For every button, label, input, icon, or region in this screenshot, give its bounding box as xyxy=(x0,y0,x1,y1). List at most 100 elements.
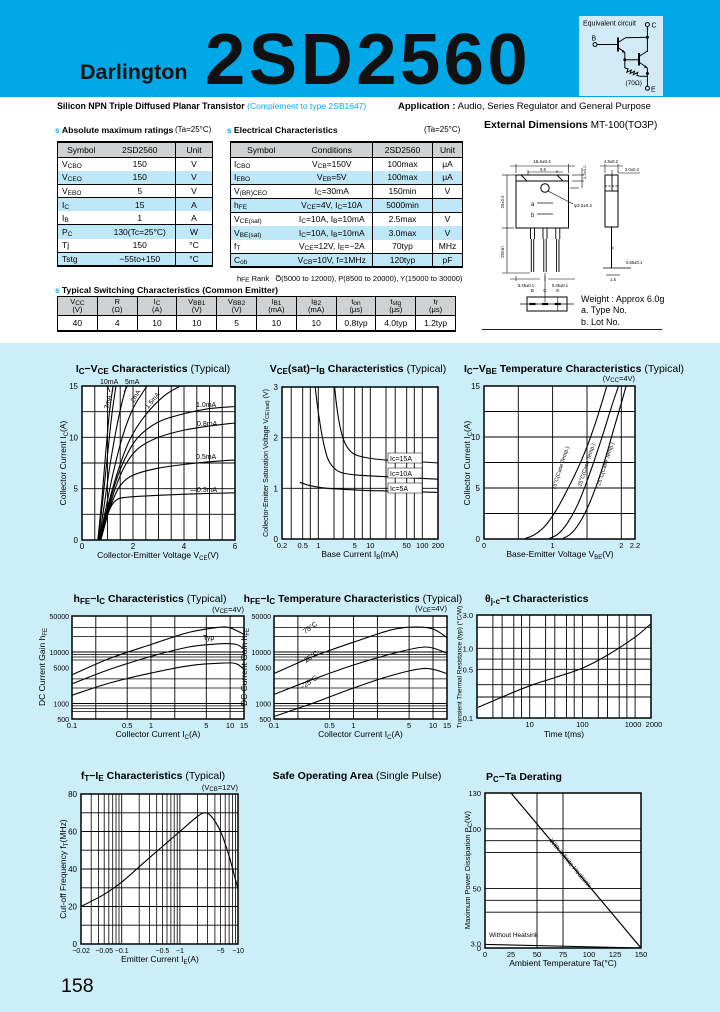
svg-text:Collector Current IC(A): Collector Current IC(A) xyxy=(58,421,70,506)
svg-text:5: 5 xyxy=(407,721,411,730)
svg-text:3.0: 3.0 xyxy=(471,939,481,948)
svg-text:Collector Current IC(A): Collector Current IC(A) xyxy=(116,729,201,741)
svg-text:5: 5 xyxy=(353,541,357,550)
svg-text:0: 0 xyxy=(73,940,78,949)
svg-text:2: 2 xyxy=(619,541,623,550)
svg-text:6: 6 xyxy=(233,542,238,551)
svg-text:0.65±0.1: 0.65±0.1 xyxy=(626,260,643,265)
svg-text:—0.3mA: —0.3mA xyxy=(190,487,218,494)
svg-text:4.8±0.2: 4.8±0.2 xyxy=(604,159,619,164)
svg-text:−5: −5 xyxy=(217,948,225,955)
svg-text:5: 5 xyxy=(74,485,79,494)
svg-text:hFE−IC Characteristics (Typica: hFE−IC Characteristics (Typical) xyxy=(74,593,227,606)
svg-text:1: 1 xyxy=(316,541,320,550)
svg-text:0.5: 0.5 xyxy=(297,541,307,550)
svg-text:−0.02: −0.02 xyxy=(72,948,90,955)
svg-text:1.0: 1.0 xyxy=(463,644,473,653)
svg-text:2: 2 xyxy=(131,542,136,551)
svg-text:100: 100 xyxy=(583,950,596,959)
svg-text:0.1: 0.1 xyxy=(67,721,77,730)
svg-text:Ambient Temperature Ta(°C): Ambient Temperature Ta(°C) xyxy=(509,958,617,968)
svg-text:Typ: Typ xyxy=(203,635,214,642)
svg-text:E: E xyxy=(651,87,656,94)
svg-text:(VCE=4V): (VCE=4V) xyxy=(415,604,447,614)
svg-text:0.1: 0.1 xyxy=(269,721,279,730)
svg-text:Iс=10A: Iс=10A xyxy=(390,471,412,478)
svg-text:500: 500 xyxy=(259,717,271,724)
svg-text:10: 10 xyxy=(429,721,437,730)
svg-text:100: 100 xyxy=(576,720,589,729)
svg-text:15: 15 xyxy=(471,382,480,391)
svg-text:1000: 1000 xyxy=(255,702,271,709)
svg-text:IC−VCE Characteristics (Typica: IC−VCE Characteristics (Typical) xyxy=(76,363,230,376)
svg-text:5000: 5000 xyxy=(255,666,271,673)
svg-text:1: 1 xyxy=(274,484,279,493)
svg-text:75: 75 xyxy=(559,950,567,959)
svg-text:4: 4 xyxy=(182,542,187,551)
svg-text:(70Ω): (70Ω) xyxy=(626,80,642,87)
svg-text:Equivalent circuit: Equivalent circuit xyxy=(583,21,636,28)
svg-text:0: 0 xyxy=(274,535,279,544)
svg-text:Without Heatsink: Without Heatsink xyxy=(489,932,539,939)
svg-text:Collector Current IC(A): Collector Current IC(A) xyxy=(318,729,403,741)
svg-text:1: 1 xyxy=(551,541,555,550)
svg-text:2.0±0.2: 2.0±0.2 xyxy=(625,167,640,172)
svg-text:C: C xyxy=(543,288,547,293)
svg-text:15: 15 xyxy=(240,721,248,730)
svg-text:−10: −10 xyxy=(232,948,244,955)
svg-text:0.1: 0.1 xyxy=(463,714,473,723)
svg-text:150: 150 xyxy=(635,950,648,959)
svg-text:φ3.2±0.2: φ3.2±0.2 xyxy=(574,203,592,208)
svg-text:10000: 10000 xyxy=(50,650,70,657)
svg-text:1: 1 xyxy=(149,721,153,730)
svg-text:IC−VBE Temperature Characteri: IC−VBE Temperature Characteristics (Typi… xyxy=(464,363,684,376)
svg-text:Cut-off Frequency fT(MHz): Cut-off Frequency fT(MHz) xyxy=(58,819,70,919)
svg-text:DC Current Gain hFE: DC Current Gain hFE xyxy=(239,628,251,706)
svg-text:Transient Thermal Resistance (: Transient Thermal Resistance (typ) (°C/W… xyxy=(456,606,464,729)
svg-text:20: 20 xyxy=(68,903,77,912)
svg-text:θj-c−t Characteristics: θj-c−t Characteristics xyxy=(485,593,589,606)
svg-text:(VCC=4V): (VCC=4V) xyxy=(603,374,636,384)
svg-text:Collector Current IC(A): Collector Current IC(A) xyxy=(462,421,474,506)
svg-text:125: 125 xyxy=(609,950,622,959)
svg-text:5mA: 5mA xyxy=(125,379,140,386)
svg-text:100: 100 xyxy=(416,541,429,550)
svg-text:80: 80 xyxy=(68,790,77,799)
svg-text:0.8mA: 0.8mA xyxy=(197,421,218,428)
svg-text:E: E xyxy=(556,288,559,293)
svg-text:Iс=15A: Iс=15A xyxy=(390,456,412,463)
svg-text:5.6: 5.6 xyxy=(540,167,546,172)
svg-text:3: 3 xyxy=(274,383,279,392)
svg-text:0.5: 0.5 xyxy=(463,665,473,674)
svg-text:10: 10 xyxy=(526,720,534,729)
svg-text:5000: 5000 xyxy=(53,666,69,673)
svg-text:5: 5 xyxy=(476,484,481,493)
svg-text:b: b xyxy=(531,213,535,219)
svg-text:B: B xyxy=(531,288,534,293)
svg-text:3mA: 3mA xyxy=(103,394,113,409)
svg-text:(VCB=12V): (VCB=12V) xyxy=(202,783,239,793)
svg-text:1.5: 1.5 xyxy=(610,277,616,282)
svg-text:−0.1: −0.1 xyxy=(115,948,129,955)
svg-text:0.5: 0.5 xyxy=(324,721,334,730)
svg-text:0: 0 xyxy=(483,950,487,959)
svg-text:1000: 1000 xyxy=(625,720,642,729)
svg-text:−0.05: −0.05 xyxy=(95,948,113,955)
svg-text:a: a xyxy=(531,202,535,208)
svg-text:0: 0 xyxy=(74,536,79,545)
svg-text:0.5: 0.5 xyxy=(122,721,132,730)
svg-text:DC Current Gain hFE: DC Current Gain hFE xyxy=(37,628,49,706)
svg-text:Maximum Power Dissipation PC(: Maximum Power Dissipation PC(W) xyxy=(463,810,474,929)
svg-text:Base Current IB(mA): Base Current IB(mA) xyxy=(321,549,398,561)
svg-text:200: 200 xyxy=(432,541,445,550)
svg-text:PC−Ta Derating: PC−Ta Derating xyxy=(486,771,562,784)
svg-text:50: 50 xyxy=(533,950,541,959)
svg-text:5.45±0.1: 5.45±0.1 xyxy=(518,283,535,288)
svg-text:1: 1 xyxy=(351,721,355,730)
svg-text:0.5mA: 0.5mA xyxy=(196,454,217,461)
svg-text:Safe Operating Area (Single Pu: Safe Operating Area (Single Pulse) xyxy=(273,770,442,782)
svg-text:0.45±0.1: 0.45±0.1 xyxy=(552,283,569,288)
svg-text:10: 10 xyxy=(471,433,480,442)
svg-text:fT−IE Characteristics (Typical: fT−IE Characteristics (Typical) xyxy=(81,770,225,783)
svg-text:2: 2 xyxy=(274,434,279,443)
